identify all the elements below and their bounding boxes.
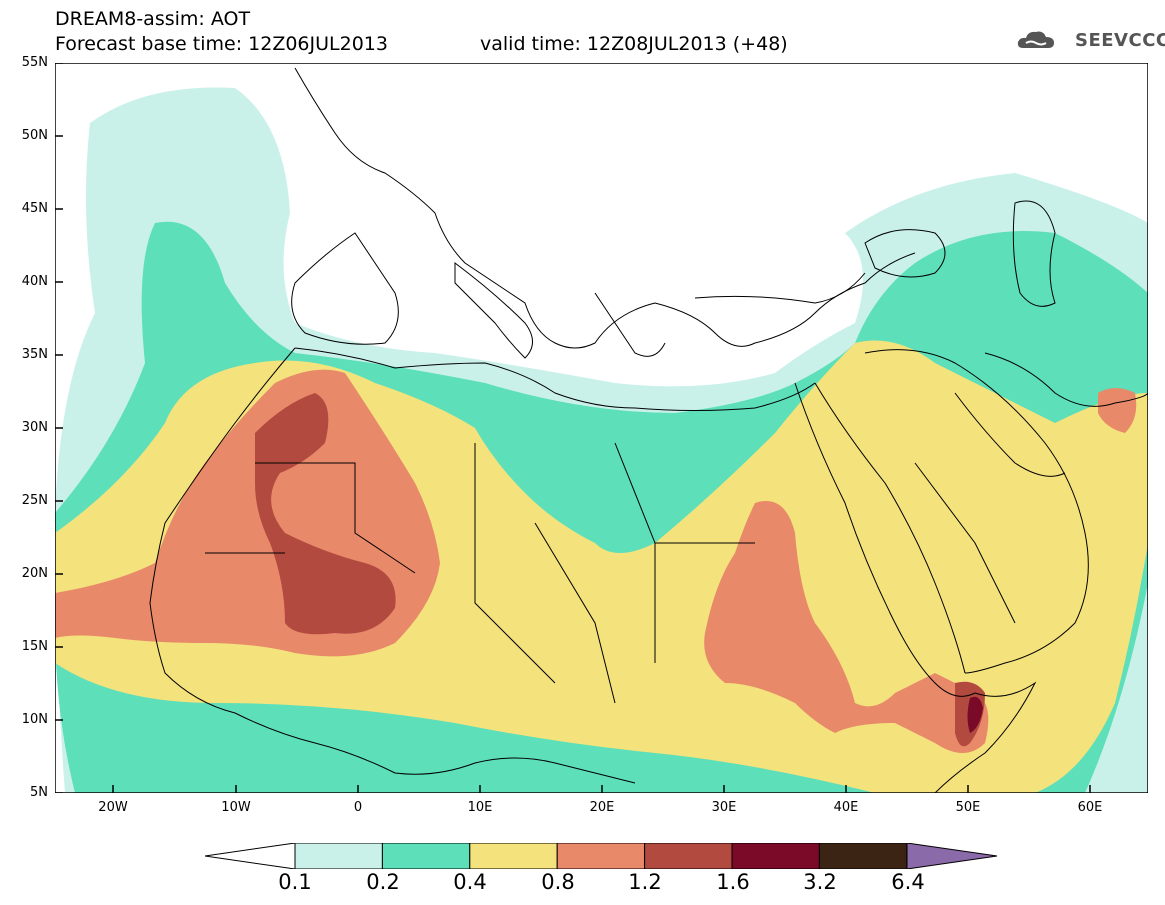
legend-label: 6.4 [891,870,925,894]
colorbar-segment [818,843,908,869]
valid-time: valid time: 12Z08JUL2013 (+48) [480,33,788,55]
lat-label: 50N [21,128,48,143]
colorbar-segment [644,843,733,869]
coastlines [149,67,1148,793]
legend-label: 1.6 [716,870,750,894]
colorbar-segment [381,843,471,869]
lat-label: 40N [21,274,48,289]
lat-label: 5N [30,785,48,800]
lat-label: 55N [21,55,48,70]
lat-label: 30N [21,420,48,435]
lat-label: 10N [21,712,48,727]
seevccc-logo-icon [1017,31,1054,48]
colorbar-segment [294,843,383,869]
colorbar-segment [556,843,646,869]
lon-label: 60E [1077,800,1103,815]
lon-label: 20E [589,800,615,815]
lat-label: 35N [21,347,48,362]
map-title: DREAM8-assim: AOT [55,8,251,30]
lon-label: 20W [98,800,128,815]
lat-label: 20N [21,566,48,581]
lon-label: 50E [955,800,981,815]
aot-band-1.6 [967,696,983,733]
legend-label: 0.4 [453,870,487,894]
aot-map [55,63,1148,793]
forecast-base-time: Forecast base time: 12Z06JUL2013 [55,33,388,55]
lon-label: 10W [221,800,251,815]
legend-label: 3.2 [803,870,837,894]
legend-label: 0.1 [278,870,312,894]
logo-text: SEEVCCC [1075,30,1165,51]
legend-label: 1.2 [628,870,662,894]
lon-label: 10E [467,800,493,815]
lat-label: 25N [21,493,48,508]
colorbar [205,843,998,869]
lon-label: 40E [833,800,859,815]
colorbar-segment [469,843,558,869]
lat-label: 45N [21,201,48,216]
colorbar-segment [731,843,820,869]
axis-ticks [55,63,1091,793]
legend-label: 0.2 [366,870,400,894]
legend-label: 0.8 [541,870,575,894]
lon-label: 30E [711,800,737,815]
lat-label: 15N [21,639,48,654]
lon-label: 0 [353,800,363,815]
